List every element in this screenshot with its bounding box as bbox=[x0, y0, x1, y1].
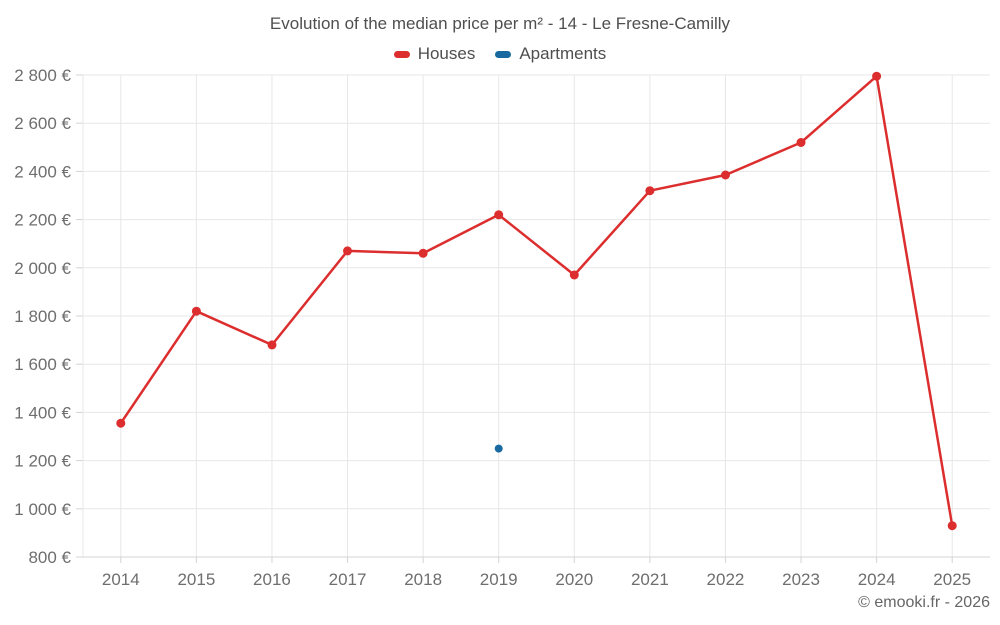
y-axis-label: 800 € bbox=[28, 548, 71, 567]
x-axis-label: 2022 bbox=[707, 570, 745, 589]
apartments-series-icon bbox=[495, 50, 512, 58]
houses-point-2022[interactable] bbox=[721, 170, 730, 180]
x-axis-label: 2023 bbox=[782, 570, 820, 589]
chart-legend: Houses Apartments bbox=[0, 44, 1000, 64]
y-axis-label: 2 600 € bbox=[14, 114, 71, 133]
houses-point-2014[interactable] bbox=[116, 418, 126, 428]
houses-point-2016[interactable] bbox=[267, 340, 277, 350]
x-axis-label: 2020 bbox=[555, 570, 593, 589]
legend-label-apartments: Apartments bbox=[519, 44, 607, 63]
legend-item-apartments[interactable]: Apartments bbox=[495, 44, 606, 64]
x-axis-label: 2017 bbox=[329, 570, 367, 589]
houses-point-2015[interactable] bbox=[191, 306, 201, 316]
x-axis-label: 2014 bbox=[102, 570, 140, 589]
y-axis-label: 2 000 € bbox=[14, 259, 71, 278]
houses-point-2024[interactable] bbox=[872, 71, 882, 81]
apartments-point-2019[interactable] bbox=[494, 444, 503, 453]
houses-point-2021[interactable] bbox=[645, 186, 655, 196]
houses-point-2019[interactable] bbox=[494, 210, 504, 220]
houses-point-2023[interactable] bbox=[796, 138, 806, 147]
y-axis-label: 2 800 € bbox=[14, 66, 71, 85]
x-axis-label: 2025 bbox=[933, 570, 971, 589]
y-axis-label: 1 000 € bbox=[14, 500, 71, 519]
x-axis-label: 2018 bbox=[404, 570, 442, 589]
y-axis-label: 2 200 € bbox=[14, 211, 71, 230]
credit-link[interactable]: © emooki.fr - 2026 bbox=[858, 594, 990, 611]
x-axis-label: 2019 bbox=[480, 570, 518, 589]
houses-point-2017[interactable] bbox=[343, 246, 352, 256]
y-axis-label: 1 800 € bbox=[14, 307, 71, 326]
houses-point-2025[interactable] bbox=[947, 521, 957, 531]
y-axis-label: 1 200 € bbox=[14, 452, 71, 471]
houses-point-2018[interactable] bbox=[418, 248, 428, 258]
legend-item-houses[interactable]: Houses bbox=[393, 44, 476, 64]
y-axis-label: 1 400 € bbox=[14, 403, 71, 422]
houses-series-icon bbox=[393, 50, 410, 58]
houses-point-2020[interactable] bbox=[569, 270, 579, 280]
x-axis-label: 2024 bbox=[858, 570, 896, 589]
houses-line bbox=[119, 74, 954, 527]
x-axis-label: 2016 bbox=[253, 570, 291, 589]
x-axis-label: 2015 bbox=[177, 570, 215, 589]
chart-title: Evolution of the median price per m² - 1… bbox=[269, 14, 731, 33]
x-axis-label: 2021 bbox=[631, 570, 669, 589]
y-axis-label: 2 400 € bbox=[14, 162, 71, 181]
y-axis-label: 1 600 € bbox=[14, 355, 71, 374]
legend-label-houses: Houses bbox=[417, 44, 476, 63]
